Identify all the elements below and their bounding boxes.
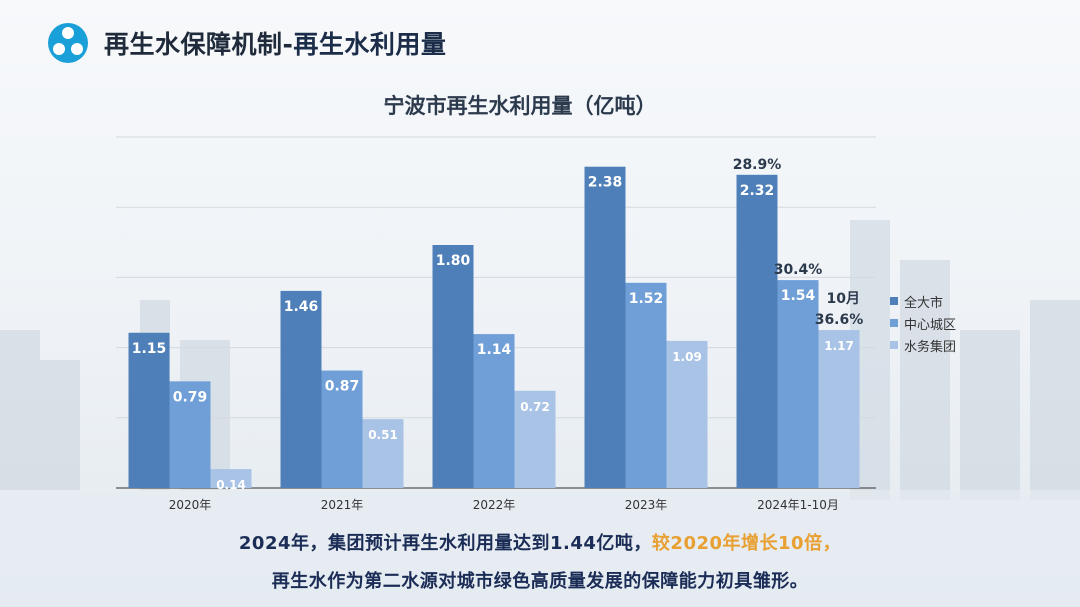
bar-3-4 <box>666 340 708 488</box>
legend-item: 中心城区 <box>890 312 956 334</box>
data-label: 2.38 <box>588 175 623 191</box>
bar-2-2 <box>321 370 363 488</box>
caption-line-1-highlight: 较2020年增长10倍， <box>651 533 842 554</box>
water-drop-logo-icon <box>48 23 88 63</box>
x-tick-label: 2023年 <box>625 498 668 512</box>
legend-swatch <box>890 319 898 327</box>
bar-2-3 <box>473 334 515 488</box>
caption-line-1-main: 2024年，集团预计再生水利用量达到1.44亿吨， <box>238 533 652 554</box>
data-label: 1.14 <box>477 342 512 358</box>
bar-1-4 <box>584 166 626 488</box>
chart-data-labels: 1.15 0.79 0.14 1.46 0.87 0.51 1.80 1.14 0.72 2.38… <box>132 175 854 492</box>
legend-label: 中心城区 <box>904 317 957 333</box>
data-label: 2.32 <box>740 183 775 199</box>
chart-annotations: 28.9% 30.4% 36.6% 10月 <box>733 157 864 328</box>
chart-annotation: 10月 <box>827 291 860 307</box>
caption-line-1: 2024年，集团预计再生水利用量达到1.44亿吨，较2020年增长10倍， <box>0 529 1080 555</box>
page-title: 再生水保障机制-再生水利用量 <box>104 25 446 61</box>
legend-item: 全大市 <box>890 290 956 312</box>
data-label: 1.54 <box>781 288 816 304</box>
bar-1-1 <box>128 332 170 488</box>
legend-label: 水务集团 <box>904 339 957 355</box>
data-label: 1.17 <box>824 339 854 353</box>
legend-swatch <box>890 341 898 349</box>
bar-1-2 <box>280 290 322 488</box>
x-tick-label: 2020年 <box>169 498 212 512</box>
x-tick-label: 2022年 <box>473 498 516 512</box>
data-label: 0.14 <box>216 478 246 492</box>
chart-x-tick-labels: 2020年 2021年 2022年 2023年 2024年1-10月 <box>169 498 839 512</box>
bar-3-5 <box>818 330 860 488</box>
data-label: 0.87 <box>325 379 360 395</box>
page-title-part2: 再生水利用量 <box>293 30 447 59</box>
bar-2-4 <box>625 282 667 488</box>
bar-3-2 <box>362 419 404 488</box>
chart-annotation: 30.4% <box>774 262 823 278</box>
data-label: 0.79 <box>173 389 208 405</box>
page-title-part1: 再生水保障机制- <box>104 30 294 59</box>
data-label: 1.46 <box>284 299 319 315</box>
legend-item: 水务集团 <box>890 334 956 356</box>
chart-annotation: 36.6% <box>815 312 864 328</box>
x-tick-label: 2024年1-10月 <box>757 498 839 512</box>
data-label: 1.52 <box>629 291 664 307</box>
chart-bars <box>128 166 860 489</box>
chart-annotation: 28.9% <box>733 157 782 173</box>
data-label: 0.72 <box>520 400 550 414</box>
header: 再生水保障机制-再生水利用量 <box>42 20 446 66</box>
bar-2-1 <box>169 381 211 488</box>
bar-1-5 <box>736 174 778 489</box>
legend-swatch <box>890 297 898 305</box>
chart-legend: 全大市中心城区水务集团 <box>890 290 956 356</box>
data-label: 1.09 <box>672 350 702 364</box>
data-label: 1.80 <box>436 253 471 269</box>
chart-title: 宁波市再生水利用量（亿吨） <box>384 94 657 118</box>
bar-3-3 <box>514 390 556 488</box>
legend-label: 全大市 <box>904 295 944 311</box>
data-label: 1.15 <box>132 341 167 357</box>
bar-3-1 <box>210 469 252 488</box>
bar-2-5 <box>777 280 819 488</box>
x-tick-label: 2021年 <box>321 498 364 512</box>
caption-line-2: 再生水作为第二水源对城市绿色高质量发展的保障能力初具雏形。 <box>271 571 809 592</box>
data-label: 0.51 <box>368 428 398 442</box>
bar-1-3 <box>432 245 474 488</box>
